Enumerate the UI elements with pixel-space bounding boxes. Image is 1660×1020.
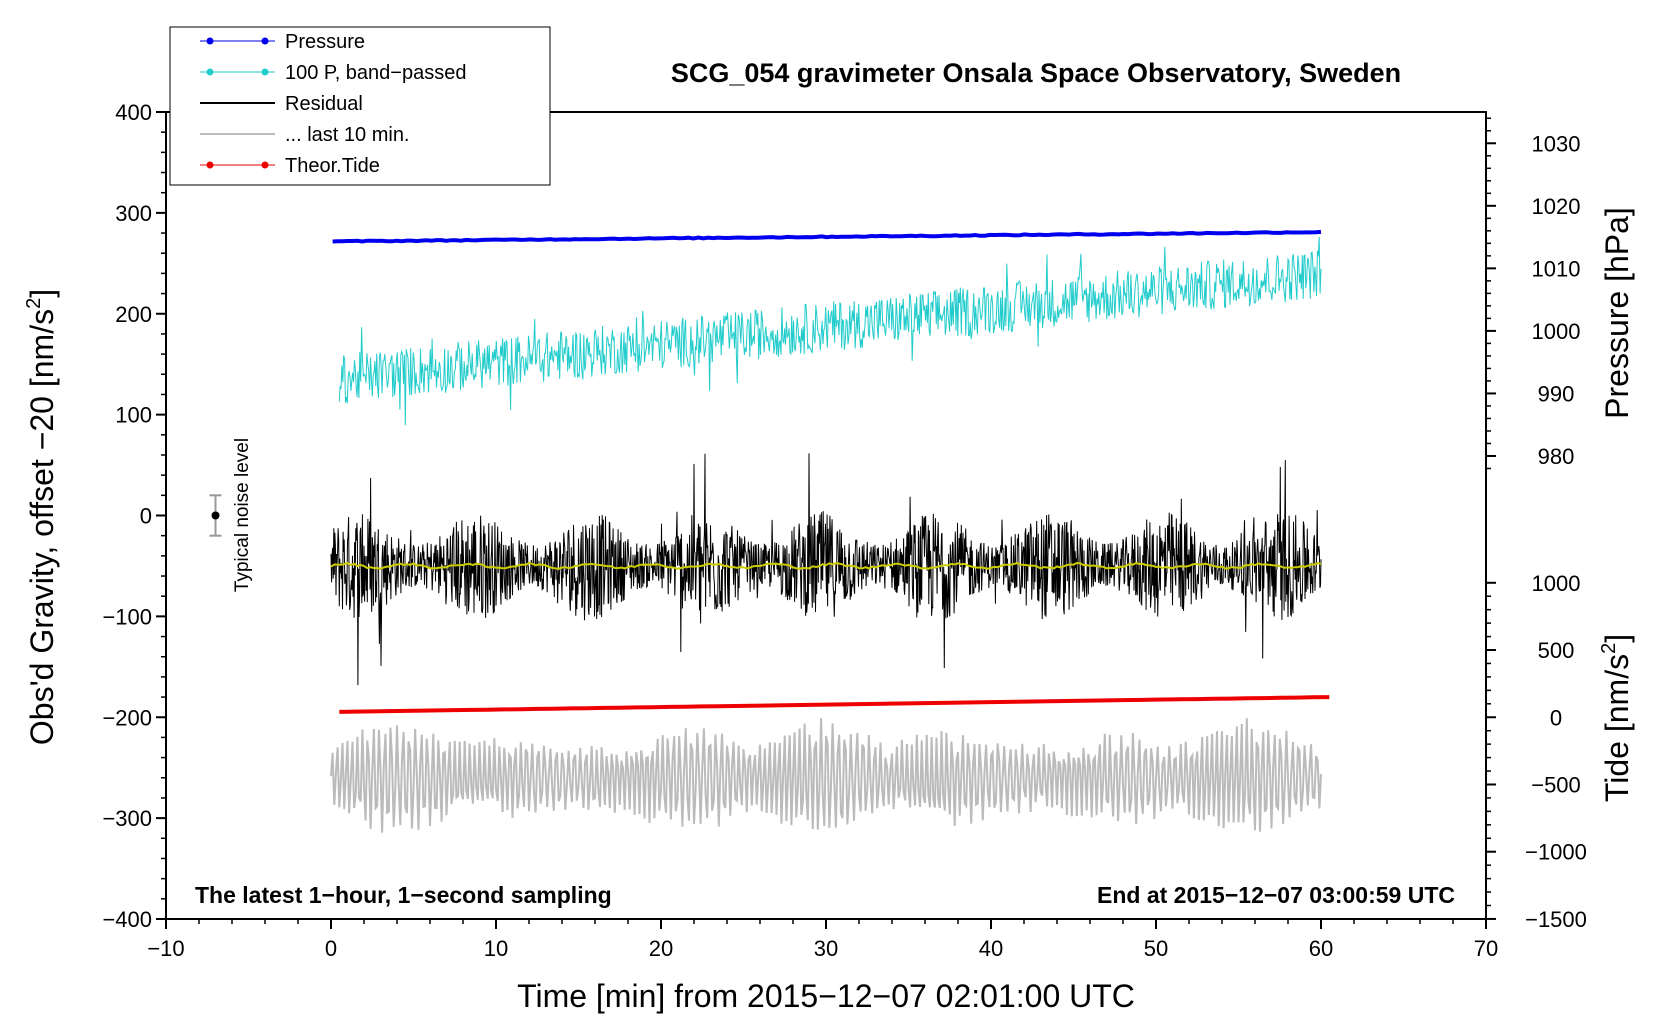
noise-bar-point — [211, 511, 220, 520]
legend-marker — [261, 68, 269, 76]
legend-box — [169, 26, 551, 186]
x-tick-label: 50 — [1144, 936, 1168, 961]
legend-marker — [206, 37, 214, 45]
chart-title: SCG_054 gravimeter Onsala Space Observat… — [671, 58, 1401, 88]
x-tick-label: 0 — [325, 936, 337, 961]
tide-tick-label: −1000 — [1525, 840, 1587, 865]
noise-level-label: Typical noise level — [232, 438, 253, 592]
pressure-axis-title: Pressure [hPa] — [1599, 207, 1635, 419]
legend-marker — [261, 37, 269, 45]
y-axis-title-left-sup: 2 — [23, 298, 45, 309]
series-residual-smoothed — [330, 561, 1322, 570]
y-left-tick-label: 0 — [140, 504, 152, 529]
tide-tick-label: 0 — [1550, 705, 1562, 730]
legend-marker — [206, 161, 214, 169]
series-last-10-min — [330, 718, 1322, 833]
series-theor-tide — [339, 695, 1330, 714]
y-left-tick-label: 300 — [115, 201, 152, 226]
x-tick-label: 70 — [1474, 936, 1498, 961]
x-tick-label: 60 — [1309, 936, 1333, 961]
series-pressure — [332, 229, 1322, 244]
y-left-tick-label: −200 — [102, 705, 152, 730]
pressure-tick-label: 1020 — [1532, 194, 1581, 219]
series-pressure-bandpassed — [338, 236, 1322, 426]
y-left-tick-label: 100 — [115, 403, 152, 428]
axes-layer: −10 0 10 20 30 40 50 60 704003002001000−100−200−… — [102, 100, 1586, 961]
legend-marker — [261, 161, 269, 169]
pressure-tick-label: 1030 — [1532, 131, 1581, 156]
tide-axis-title-text: Tide [nm/s — [1599, 654, 1635, 802]
x-tick-label: 40 — [979, 936, 1003, 961]
tide-tick-label: 500 — [1538, 638, 1575, 663]
y-axis-title-left-text: Obs'd Gravity, offset −20 [nm/s — [24, 309, 60, 745]
tide-tick-label: −500 — [1531, 772, 1581, 797]
x-tick-label: 20 — [649, 936, 673, 961]
series-residual — [330, 453, 1322, 686]
tide-axis-title-end: ] — [1599, 634, 1635, 643]
end-time-annotation: End at 2015−12−07 03:00:59 UTC — [1097, 882, 1455, 908]
pressure-tick-label: 1010 — [1532, 256, 1581, 281]
tide-axis-title-sup: 2 — [1598, 643, 1620, 654]
legend-marker — [206, 68, 214, 76]
legend-item: Pressure — [200, 31, 365, 53]
legend-label: Residual — [285, 93, 363, 115]
x-axis-title: Time [min] from 2015−12−07 02:01:00 UTC — [517, 978, 1135, 1014]
pressure-tick-label: 980 — [1538, 444, 1575, 469]
legend: Pressure 100 P, band−passed Residual ... la… — [169, 26, 551, 186]
legend-item: ... last 10 min. — [200, 124, 410, 146]
pressure-tick-label: 990 — [1538, 381, 1575, 406]
x-tick-label: 10 — [484, 936, 508, 961]
y-left-tick-label: 200 — [115, 302, 152, 327]
series-layer — [209, 229, 1330, 833]
y-axis-title-left: Obs'd Gravity, offset −20 [nm/s2] — [23, 289, 60, 745]
pressure-tick-label: 1000 — [1532, 319, 1581, 344]
sampling-annotation: The latest 1−hour, 1−second sampling — [195, 882, 612, 908]
y-left-tick-label: −300 — [102, 806, 152, 831]
legend-label: Theor.Tide — [285, 155, 380, 177]
y-left-tick-label: −100 — [102, 604, 152, 629]
legend-label: 100 P, band−passed — [285, 62, 466, 84]
tide-axis-title: Tide [nm/s2] — [1598, 634, 1635, 802]
legend-label: Pressure — [285, 31, 365, 53]
legend-label: ... last 10 min. — [285, 124, 410, 146]
x-tick-label: −10 — [147, 936, 184, 961]
x-tick-label: 30 — [814, 936, 838, 961]
legend-item: Theor.Tide — [200, 155, 380, 177]
legend-item: 100 P, band−passed — [200, 62, 466, 84]
tide-tick-label: 1000 — [1532, 571, 1581, 596]
y-left-tick-label: 400 — [115, 100, 152, 125]
y-left-tick-label: −400 — [102, 907, 152, 932]
tide-tick-label: −1500 — [1525, 907, 1587, 932]
y-axis-title-left-end: ] — [24, 289, 60, 298]
legend-item: Residual — [200, 93, 363, 115]
